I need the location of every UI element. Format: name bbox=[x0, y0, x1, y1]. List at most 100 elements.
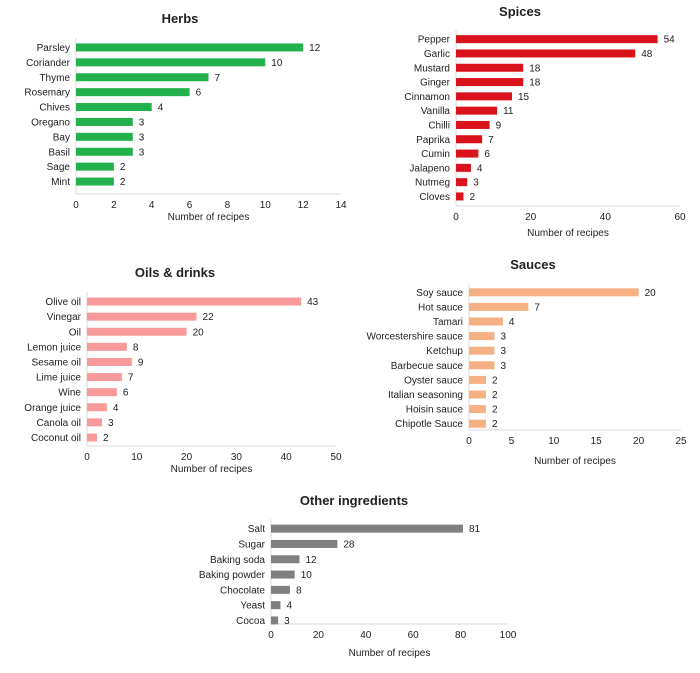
value-label: 3 bbox=[500, 346, 506, 357]
category-label: Chives bbox=[39, 103, 70, 114]
chart-title: Other ingredients bbox=[300, 493, 408, 508]
category-label: Vanilla bbox=[421, 106, 451, 117]
x-tick-label: 15 bbox=[591, 436, 603, 447]
x-tick-label: 4 bbox=[149, 200, 155, 211]
x-tick-label: 0 bbox=[73, 200, 79, 211]
category-label: Baking soda bbox=[210, 555, 265, 566]
bar-sugar bbox=[271, 539, 338, 548]
category-label: Oil bbox=[69, 327, 81, 338]
bar-chocolate bbox=[271, 585, 290, 594]
value-label: 2 bbox=[492, 419, 498, 430]
value-label: 10 bbox=[271, 58, 283, 69]
category-label: Ketchup bbox=[426, 346, 463, 357]
bar-jalapeno bbox=[456, 163, 471, 172]
value-label: 7 bbox=[488, 135, 494, 146]
value-label: 4 bbox=[477, 163, 483, 174]
category-label: Paprika bbox=[416, 135, 450, 146]
value-label: 4 bbox=[509, 317, 515, 328]
value-label: 9 bbox=[138, 357, 144, 368]
value-label: 2 bbox=[492, 375, 498, 386]
category-label: Garlic bbox=[424, 49, 450, 60]
value-label: 3 bbox=[139, 117, 145, 128]
value-label: 6 bbox=[484, 149, 490, 160]
value-label: 10 bbox=[301, 570, 313, 581]
value-label: 2 bbox=[120, 162, 126, 173]
bar-sesame-oil bbox=[87, 357, 132, 366]
value-label: 3 bbox=[108, 418, 114, 429]
herbs-chart: Herbs 0 2 4 6 8 10 12 14 Number of recipes Parsley… bbox=[0, 0, 350, 250]
category-label: Rosemary bbox=[24, 88, 70, 99]
category-label: Chilli bbox=[428, 120, 450, 131]
x-tick-label: 60 bbox=[408, 630, 420, 641]
bar-rosemary bbox=[76, 88, 190, 97]
bar-basil bbox=[76, 147, 133, 156]
x-tick-label: 20 bbox=[633, 436, 645, 447]
bar-cumin bbox=[456, 149, 479, 158]
x-tick-label: 0 bbox=[268, 630, 274, 641]
x-tick-label: 60 bbox=[674, 212, 686, 223]
bar-bay bbox=[76, 132, 133, 141]
value-label: 54 bbox=[664, 35, 676, 46]
bar-thyme bbox=[76, 73, 209, 82]
bar-lemon-juice bbox=[87, 342, 127, 351]
category-label: Sesame oil bbox=[32, 357, 81, 368]
bar-soy-sauce bbox=[469, 288, 639, 297]
value-label: 3 bbox=[139, 147, 145, 158]
value-label: 20 bbox=[645, 288, 657, 299]
value-label: 22 bbox=[203, 312, 215, 323]
category-label: Cumin bbox=[421, 149, 450, 160]
category-label: Canola oil bbox=[37, 418, 81, 429]
bar-parsley bbox=[76, 43, 304, 52]
category-label: Basil bbox=[48, 147, 70, 158]
category-label: Jalapeno bbox=[409, 163, 450, 174]
x-tick-label: 2 bbox=[111, 200, 117, 211]
value-label: 7 bbox=[128, 373, 134, 384]
bar-coriander bbox=[76, 58, 266, 67]
bar-worcestershire-sauce bbox=[469, 332, 495, 341]
category-label: Cloves bbox=[419, 192, 450, 203]
value-label: 8 bbox=[296, 585, 302, 596]
x-tick-label: 40 bbox=[281, 452, 293, 463]
bar-lime-juice bbox=[87, 373, 122, 382]
x-tick-label: 10 bbox=[548, 436, 560, 447]
category-label: Orange juice bbox=[24, 403, 81, 414]
bar-pepper bbox=[456, 35, 658, 44]
category-label: Baking powder bbox=[199, 570, 266, 581]
value-label: 18 bbox=[529, 78, 541, 89]
value-label: 4 bbox=[286, 601, 292, 612]
value-label: 28 bbox=[343, 539, 355, 550]
value-label: 2 bbox=[492, 390, 498, 401]
category-label: Hot sauce bbox=[418, 302, 463, 313]
value-label: 48 bbox=[641, 49, 653, 60]
value-label: 6 bbox=[123, 388, 129, 399]
bar-ketchup bbox=[469, 346, 495, 355]
bar-nutmeg bbox=[456, 178, 468, 187]
category-label: Vinegar bbox=[47, 312, 82, 323]
value-label: 12 bbox=[305, 555, 317, 566]
value-label: 43 bbox=[307, 297, 319, 308]
category-label: Italian seasoning bbox=[388, 390, 463, 401]
bar-baking-soda bbox=[271, 555, 300, 564]
value-label: 2 bbox=[120, 177, 126, 188]
bar-paprika bbox=[456, 135, 483, 144]
chart-title: Oils & drinks bbox=[135, 265, 215, 280]
value-label: 3 bbox=[473, 178, 479, 189]
bar-tamari bbox=[469, 317, 503, 326]
category-label: Mint bbox=[51, 177, 70, 188]
category-label: Salt bbox=[248, 524, 265, 535]
category-label: Coconut oil bbox=[31, 433, 81, 444]
bar-oil bbox=[87, 327, 187, 336]
category-label: Parsley bbox=[37, 43, 70, 54]
category-label: Sugar bbox=[238, 539, 265, 550]
x-tick-label: 50 bbox=[330, 452, 342, 463]
value-label: 3 bbox=[139, 132, 145, 143]
value-label: 81 bbox=[469, 524, 481, 535]
bar-italian-seasoning bbox=[469, 390, 486, 399]
bar-ginger bbox=[456, 78, 524, 87]
value-label: 12 bbox=[309, 43, 321, 54]
value-label: 3 bbox=[500, 361, 506, 372]
x-tick-label: 80 bbox=[455, 630, 467, 641]
bar-hoisin-sauce bbox=[469, 405, 486, 414]
category-label: Soy sauce bbox=[416, 288, 463, 299]
x-axis-label: Number of recipes bbox=[527, 228, 609, 239]
